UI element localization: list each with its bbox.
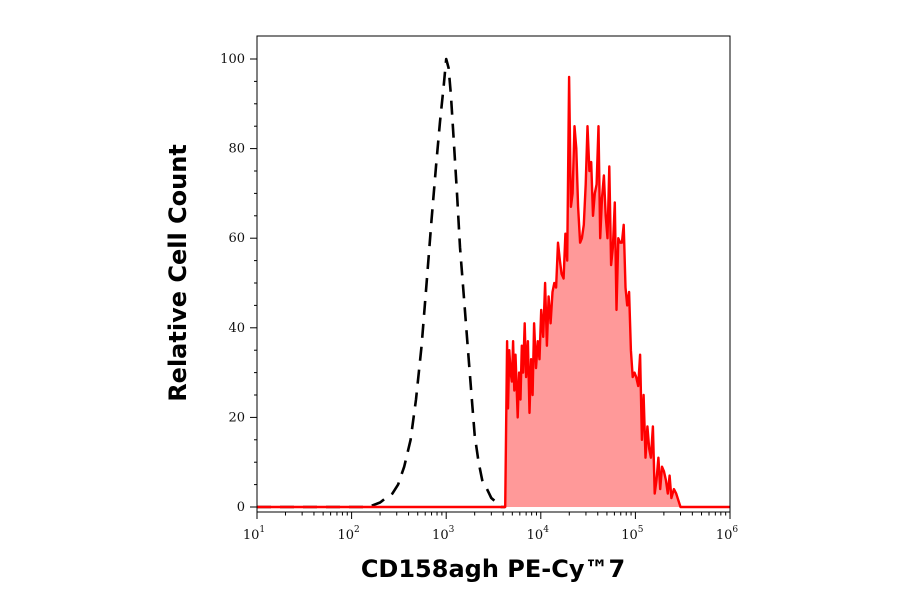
series-1-line (257, 75, 730, 509)
y-tick-label: 20 (228, 410, 245, 425)
y-tick-label: 60 (228, 231, 245, 246)
y-tick-label: 0 (237, 500, 245, 515)
x-tick-label: 101 (243, 525, 265, 543)
x-axis: 101 102 103 104 105 106 (243, 512, 739, 543)
series-1-fill (257, 76, 730, 508)
x-tick-label: 106 (716, 525, 739, 543)
x-tick-label: 105 (621, 525, 644, 543)
y-tick-label: 80 (228, 142, 245, 157)
x-tick-label: 102 (337, 525, 359, 543)
y-axis-title: Relative Cell Count (164, 144, 192, 402)
y-minor-ticks (254, 80, 257, 486)
x-minor-ticks (284, 512, 727, 516)
y-axis: 0 20 40 60 80 100 (220, 52, 257, 515)
x-tick-label: 103 (432, 525, 455, 543)
y-tick-label: 40 (228, 321, 245, 336)
series-0-line (257, 57, 506, 509)
x-axis-title: CD158agh PE-Cy™7 (361, 555, 625, 583)
plot-series (257, 57, 730, 509)
x-tick-label: 104 (527, 525, 550, 543)
plot-frame (256, 35, 731, 513)
y-tick-label: 100 (220, 52, 245, 67)
